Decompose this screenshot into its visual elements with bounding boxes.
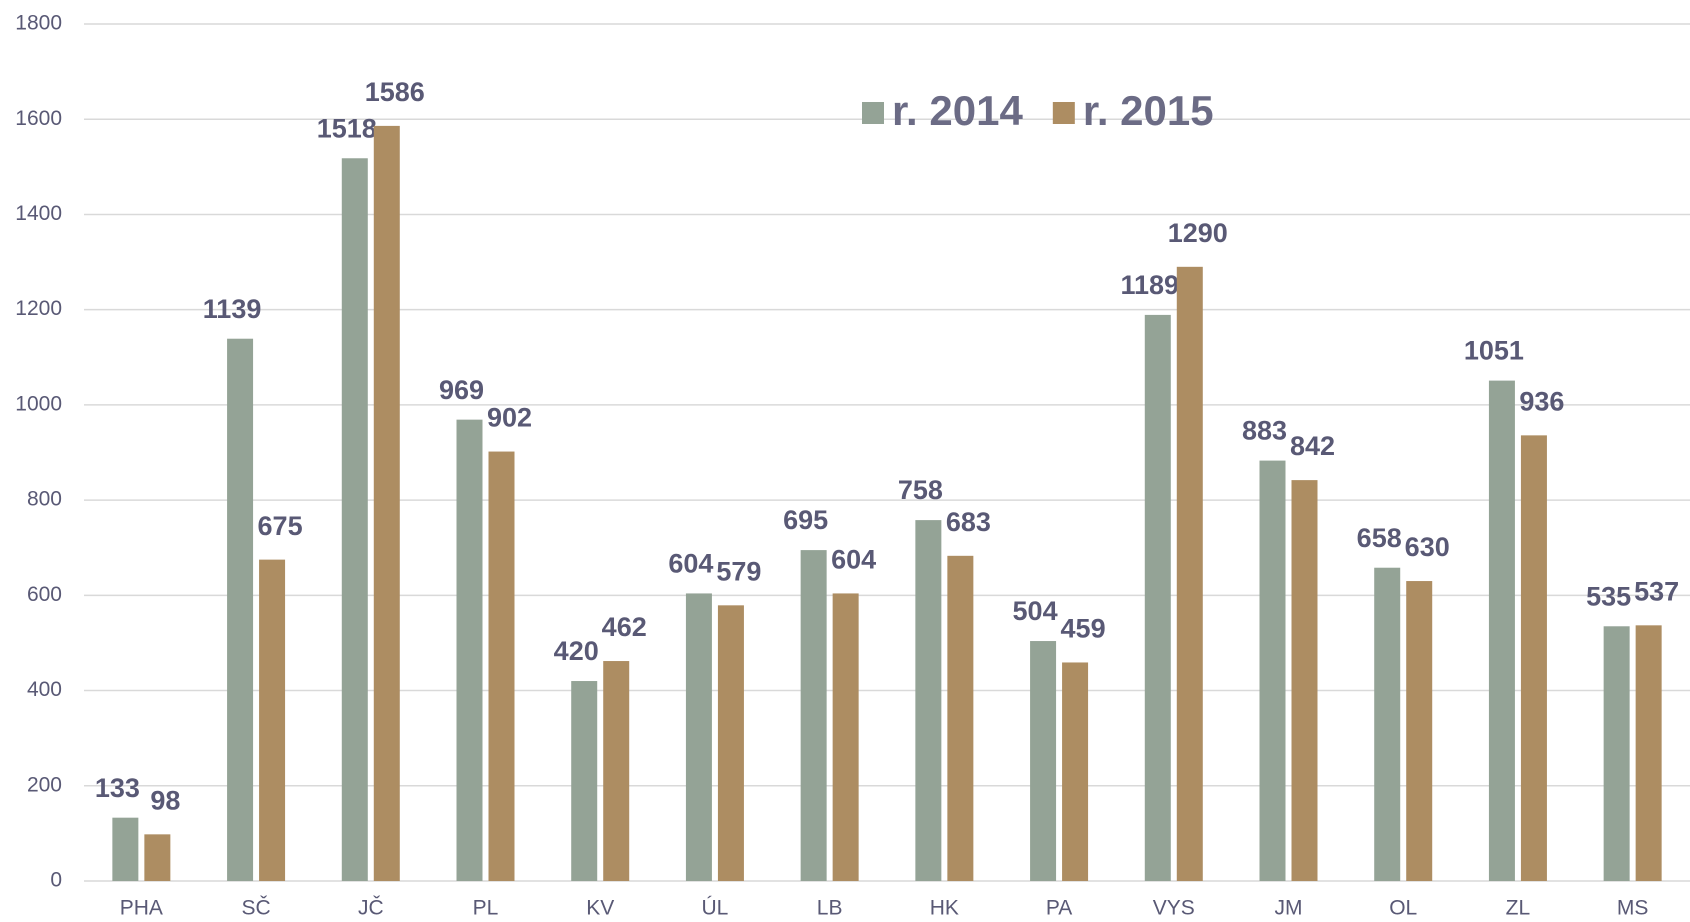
y-tick-label: 1000 xyxy=(15,392,62,415)
bar xyxy=(1635,625,1662,881)
data-label: 459 xyxy=(1061,614,1106,644)
data-label: 535 xyxy=(1586,581,1631,611)
bar xyxy=(1406,581,1433,881)
data-label: 604 xyxy=(831,545,876,575)
bar xyxy=(456,419,483,881)
data-label: 1189 xyxy=(1120,270,1179,300)
data-label: 695 xyxy=(783,505,828,535)
y-tick-label: 800 xyxy=(27,488,62,511)
legend-swatch xyxy=(862,102,884,124)
data-label: 1290 xyxy=(1168,218,1228,248)
y-tick-label: 1400 xyxy=(15,202,62,225)
legend-swatch xyxy=(1052,102,1075,124)
y-tick-label: 600 xyxy=(27,583,62,606)
x-tick-label: JM xyxy=(1275,897,1303,920)
data-label: 675 xyxy=(258,511,303,541)
bar xyxy=(800,550,827,881)
data-label: 1518 xyxy=(317,113,377,143)
data-label: 604 xyxy=(668,549,713,579)
x-tick-label: ZL xyxy=(1506,897,1531,920)
bar xyxy=(832,593,859,881)
y-tick-label: 200 xyxy=(27,773,62,796)
bar xyxy=(717,605,744,881)
data-label: 1586 xyxy=(365,77,425,107)
x-tick-label: OL xyxy=(1389,897,1417,920)
bar xyxy=(603,661,630,881)
data-label: 98 xyxy=(150,785,180,815)
bar xyxy=(112,817,139,881)
data-label: 1051 xyxy=(1464,336,1524,366)
data-label: 630 xyxy=(1405,532,1450,562)
bar xyxy=(341,158,368,882)
data-label: 842 xyxy=(1290,431,1335,461)
bar xyxy=(373,125,400,882)
bar xyxy=(1374,567,1401,881)
x-tick-label: JČ xyxy=(358,897,384,920)
x-tick-label: PA xyxy=(1046,897,1072,920)
data-label: 658 xyxy=(1357,523,1402,553)
bar xyxy=(571,681,598,881)
data-label: 579 xyxy=(716,556,761,586)
data-label: 936 xyxy=(1519,386,1564,416)
data-label: 969 xyxy=(439,375,484,405)
x-tick-label: PHA xyxy=(120,897,163,920)
bar xyxy=(1259,460,1286,881)
legend-label: r. 2014 xyxy=(892,87,1023,134)
bar xyxy=(1603,626,1630,881)
x-tick-label: SČ xyxy=(241,897,270,920)
bar xyxy=(227,338,254,881)
y-tick-label: 0 xyxy=(50,869,62,892)
bar xyxy=(1488,380,1515,881)
legend-label: r. 2015 xyxy=(1083,87,1214,134)
y-tick-label: 1200 xyxy=(15,297,62,320)
bar xyxy=(1291,480,1318,881)
bar xyxy=(1062,662,1089,881)
bar xyxy=(1144,314,1171,881)
y-tick-label: 1800 xyxy=(15,12,62,35)
bar xyxy=(685,593,712,881)
x-tick-label: ÚL xyxy=(701,897,728,920)
data-label: 420 xyxy=(554,636,599,666)
x-tick-label: PL xyxy=(473,897,499,920)
data-label: 537 xyxy=(1634,576,1679,606)
data-label: 133 xyxy=(95,773,140,803)
bar xyxy=(1520,435,1547,881)
bar xyxy=(259,559,286,881)
data-label: 1139 xyxy=(203,294,262,324)
bar xyxy=(144,834,171,881)
data-label: 462 xyxy=(602,612,647,642)
x-tick-label: LB xyxy=(817,897,843,920)
x-tick-label: HK xyxy=(930,897,959,920)
bar xyxy=(1030,641,1057,881)
data-label: 758 xyxy=(898,475,943,505)
data-label: 683 xyxy=(946,507,991,537)
x-tick-label: VYS xyxy=(1153,897,1195,920)
bar xyxy=(947,555,974,881)
data-label: 902 xyxy=(487,403,532,433)
bar xyxy=(488,451,515,881)
bar xyxy=(1176,266,1203,882)
y-tick-label: 400 xyxy=(27,678,62,701)
x-tick-label: MS xyxy=(1617,897,1649,920)
data-label: 883 xyxy=(1242,416,1287,446)
x-tick-label: KV xyxy=(586,897,614,920)
bar xyxy=(915,520,942,881)
y-tick-label: 1600 xyxy=(15,107,62,130)
data-label: 504 xyxy=(1013,596,1058,626)
